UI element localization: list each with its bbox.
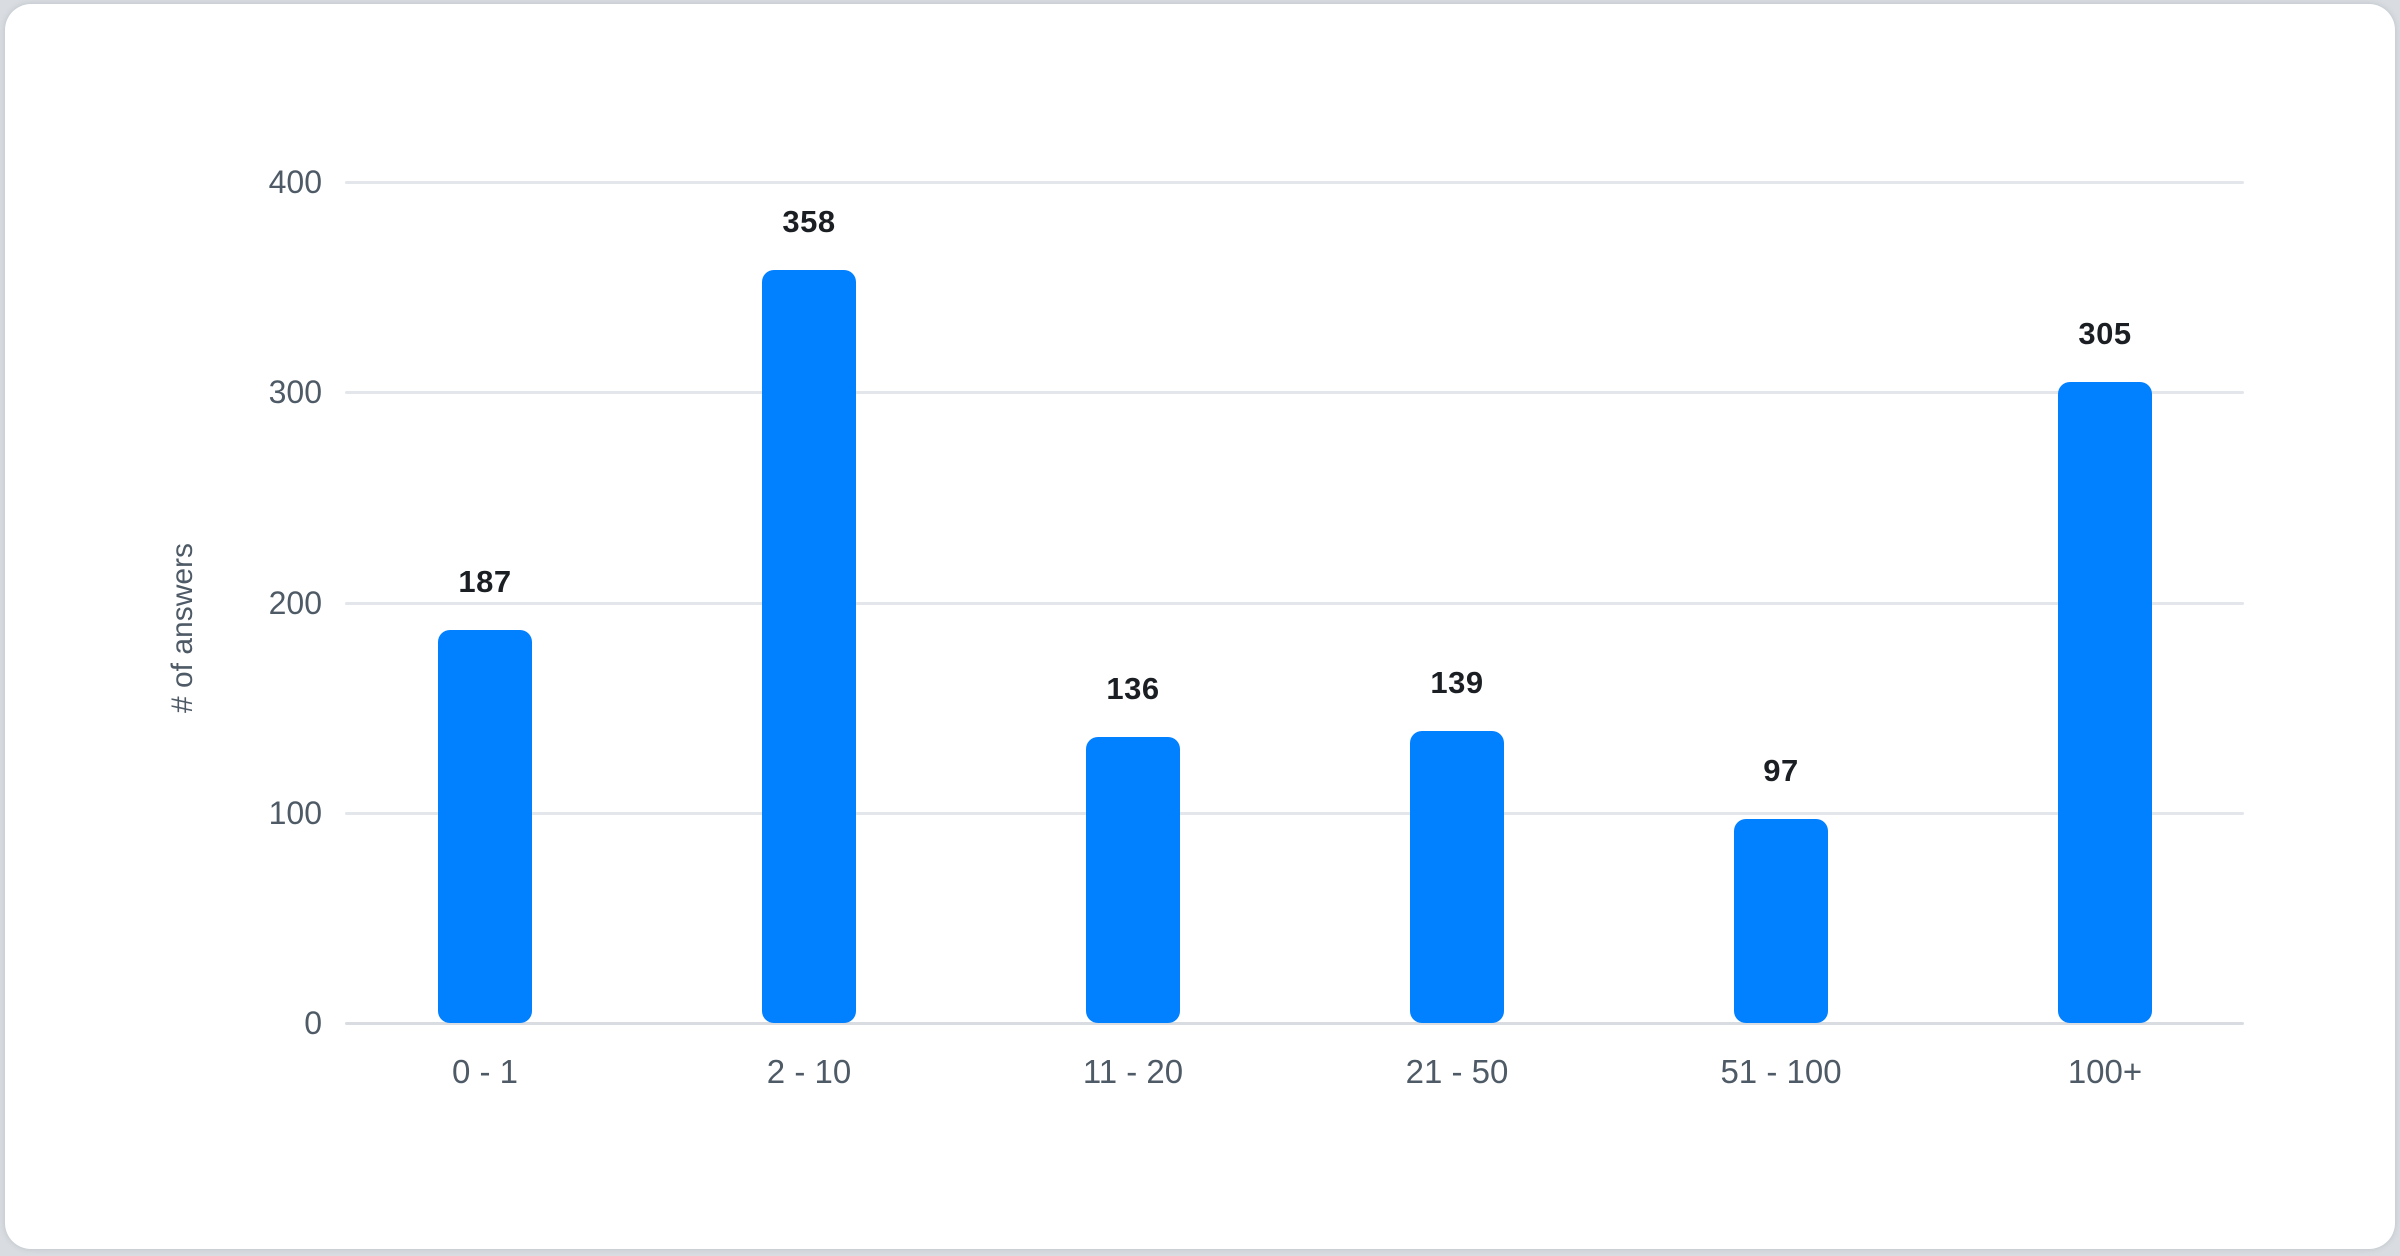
gridline xyxy=(345,1022,2244,1025)
bar-value-label: 187 xyxy=(458,563,512,599)
bar xyxy=(1086,737,1180,1023)
gridline xyxy=(345,811,2244,815)
bar-column: 136 11 - 20 xyxy=(971,182,1295,1090)
x-axis-tick-label: 0 - 1 xyxy=(451,1053,519,1090)
gridline xyxy=(345,181,2244,184)
bar xyxy=(1410,730,1504,1023)
gridline xyxy=(345,601,2244,605)
y-axis-tick-label: 300 xyxy=(268,374,322,411)
y-axis-title: # of answers xyxy=(166,542,199,714)
bar-column: 97 51 - 100 xyxy=(1619,182,1943,1090)
x-axis-tick-label: 21 - 50 xyxy=(1405,1053,1509,1090)
bar-column: 139 21 - 50 xyxy=(1295,182,1619,1090)
bar-column: 358 2 - 10 xyxy=(647,182,971,1090)
bar-value-label: 97 xyxy=(1763,753,1799,789)
y-axis-tick-label: 100 xyxy=(268,794,322,831)
x-axis-tick-label: 2 - 10 xyxy=(766,1053,852,1090)
y-axis-tick-label: 200 xyxy=(268,584,322,621)
bar-column: 187 0 - 1 xyxy=(323,182,647,1090)
bar-value-label: 136 xyxy=(1106,671,1160,707)
bar-column: 305 100+ xyxy=(1943,182,2267,1090)
bar-value-label: 139 xyxy=(1430,664,1484,700)
bar-value-label: 305 xyxy=(2078,315,2132,351)
x-axis-tick-label: 11 - 20 xyxy=(1082,1053,1184,1090)
bar xyxy=(2058,381,2152,1023)
bar xyxy=(438,629,532,1023)
x-axis-tick-label: 51 - 100 xyxy=(1720,1053,1842,1090)
bar xyxy=(1734,819,1828,1023)
gridline xyxy=(345,391,2244,395)
bar xyxy=(762,270,856,1023)
x-axis-tick-label: 100+ xyxy=(2067,1053,2143,1090)
y-axis-tick-label: 400 xyxy=(268,164,322,200)
bar-value-label: 358 xyxy=(782,204,836,240)
chart-card xyxy=(5,4,2395,1249)
y-axis-tick-label: 0 xyxy=(304,1005,322,1041)
